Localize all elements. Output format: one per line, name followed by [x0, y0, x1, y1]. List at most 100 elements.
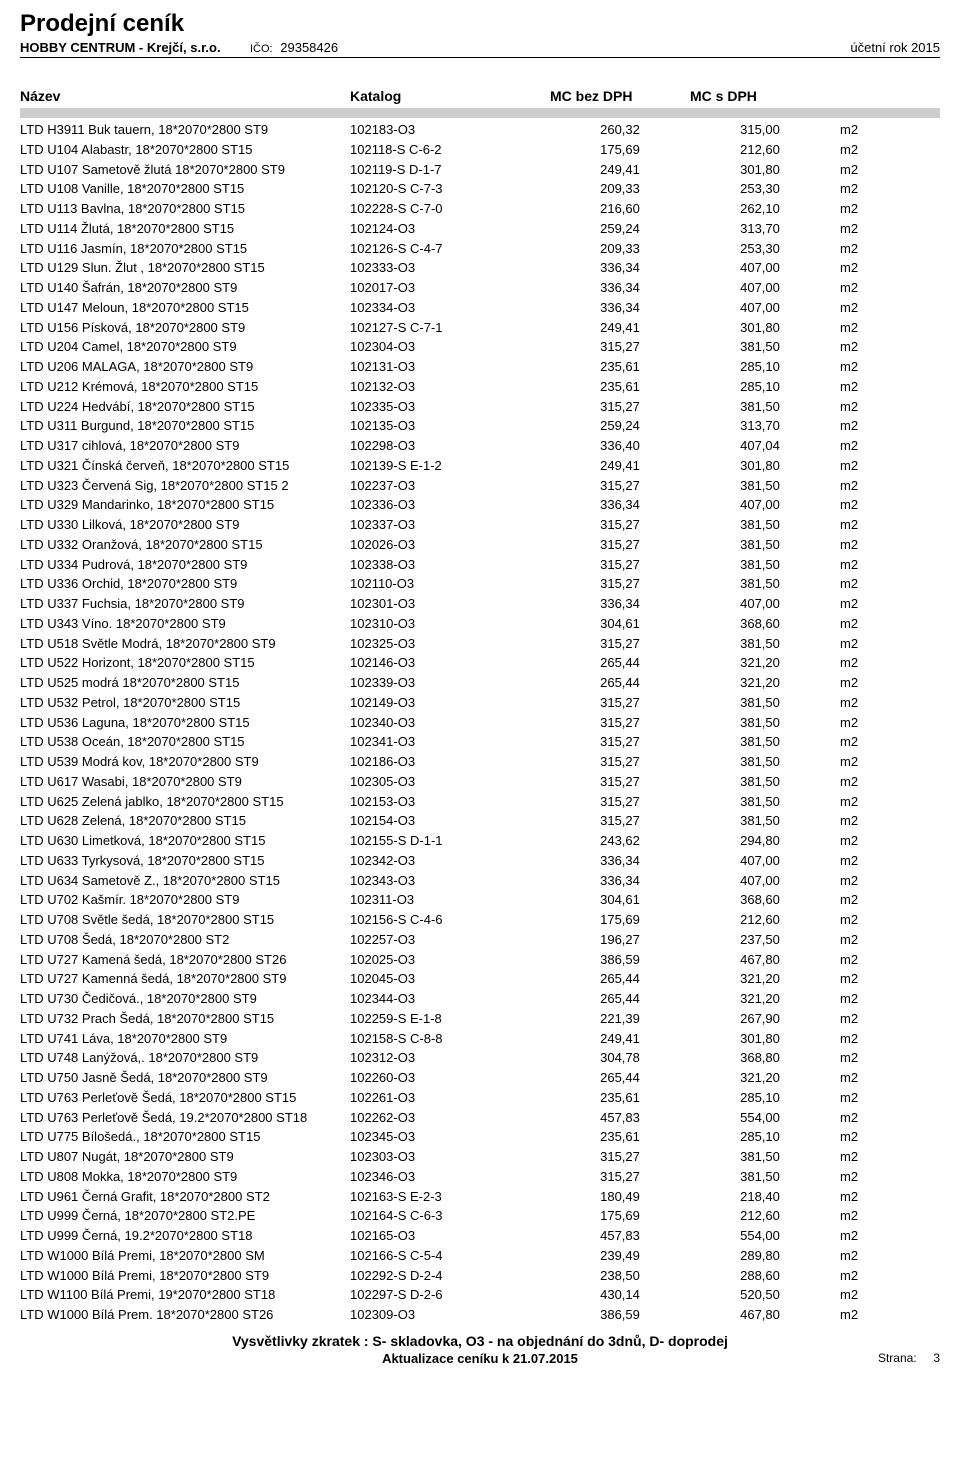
cell-catalog: 102025-O3 [350, 950, 550, 970]
cell-mc-s: 285,10 [690, 377, 830, 397]
cell-unit: m2 [830, 416, 940, 436]
cell-catalog: 102311-O3 [350, 890, 550, 910]
cell-mc-s: 407,00 [690, 278, 830, 298]
table-row: LTD H3911 Buk tauern, 18*2070*2800 ST910… [20, 120, 940, 140]
cell-unit: m2 [830, 160, 940, 180]
cell-mc-s: 381,50 [690, 713, 830, 733]
cell-catalog: 102165-O3 [350, 1226, 550, 1246]
cell-catalog: 102163-S E-2-3 [350, 1187, 550, 1207]
cell-mc-bez: 175,69 [550, 140, 690, 160]
table-row: LTD U775 Bílošedá., 18*2070*2800 ST15102… [20, 1127, 940, 1147]
table-row: LTD U116 Jasmín, 18*2070*2800 ST15102126… [20, 239, 940, 259]
cell-catalog: 102304-O3 [350, 337, 550, 357]
cell-name: LTD U538 Oceán, 18*2070*2800 ST15 [20, 732, 350, 752]
cell-catalog: 102153-O3 [350, 792, 550, 812]
cell-mc-bez: 315,27 [550, 693, 690, 713]
cell-mc-bez: 457,83 [550, 1226, 690, 1246]
cell-catalog: 102228-S C-7-0 [350, 199, 550, 219]
cell-mc-s: 381,50 [690, 732, 830, 752]
cell-mc-bez: 336,34 [550, 871, 690, 891]
cell-mc-bez: 315,27 [550, 792, 690, 812]
cell-name: LTD U741 Láva, 18*2070*2800 ST9 [20, 1029, 350, 1049]
table-row: LTD U732 Prach Šedá, 18*2070*2800 ST1510… [20, 1009, 940, 1029]
cell-name: LTD W1100 Bílá Premi, 19*2070*2800 ST18 [20, 1285, 350, 1305]
cell-name: LTD U630 Limetková, 18*2070*2800 ST15 [20, 831, 350, 851]
cell-mc-s: 237,50 [690, 930, 830, 950]
table-row: LTD U329 Mandarinko, 18*2070*2800 ST1510… [20, 495, 940, 515]
cell-mc-bez: 235,61 [550, 357, 690, 377]
cell-unit: m2 [830, 495, 940, 515]
cell-catalog: 102325-O3 [350, 634, 550, 654]
cell-catalog: 102045-O3 [350, 969, 550, 989]
cell-name: LTD U204 Camel, 18*2070*2800 ST9 [20, 337, 350, 357]
cell-mc-bez: 315,27 [550, 811, 690, 831]
cell-unit: m2 [830, 930, 940, 950]
col-catalog: Katalog [350, 88, 550, 104]
cell-unit: m2 [830, 772, 940, 792]
cell-name: LTD U727 Kamenná šedá, 18*2070*2800 ST9 [20, 969, 350, 989]
cell-mc-bez: 315,27 [550, 772, 690, 792]
cell-name: LTD U730 Čedičová., 18*2070*2800 ST9 [20, 989, 350, 1009]
cell-catalog: 102309-O3 [350, 1305, 550, 1325]
cell-mc-bez: 259,24 [550, 219, 690, 239]
table-row: LTD U625 Zelená jablko, 18*2070*2800 ST1… [20, 792, 940, 812]
cell-catalog: 102166-S C-5-4 [350, 1246, 550, 1266]
table-row: LTD U633 Tyrkysová, 18*2070*2800 ST15102… [20, 851, 940, 871]
cell-mc-s: 381,50 [690, 397, 830, 417]
cell-catalog: 102334-O3 [350, 298, 550, 318]
cell-mc-bez: 235,61 [550, 377, 690, 397]
cell-unit: m2 [830, 140, 940, 160]
cell-unit: m2 [830, 811, 940, 831]
cell-name: LTD U708 Šedá, 18*2070*2800 ST2 [20, 930, 350, 950]
cell-name: LTD U332 Oranžová, 18*2070*2800 ST15 [20, 535, 350, 555]
table-row: LTD U147 Meloun, 18*2070*2800 ST15102334… [20, 298, 940, 318]
cell-catalog: 102336-O3 [350, 495, 550, 515]
table-row: LTD U343 Víno. 18*2070*2800 ST9102310-O3… [20, 614, 940, 634]
cell-mc-s: 301,80 [690, 456, 830, 476]
cell-catalog: 102186-O3 [350, 752, 550, 772]
cell-mc-bez: 336,34 [550, 495, 690, 515]
cell-catalog: 102158-S C-8-8 [350, 1029, 550, 1049]
table-row: LTD U140 Šafrán, 18*2070*2800 ST9102017-… [20, 278, 940, 298]
cell-catalog: 102292-S D-2-4 [350, 1266, 550, 1286]
table-row: LTD W1000 Bílá Premi, 18*2070*2800 ST910… [20, 1266, 940, 1286]
cell-mc-s: 285,10 [690, 357, 830, 377]
cell-name: LTD U113 Bavlna, 18*2070*2800 ST15 [20, 199, 350, 219]
cell-name: LTD U539 Modrá kov, 18*2070*2800 ST9 [20, 752, 350, 772]
table-row: LTD U212 Krémová, 18*2070*2800 ST1510213… [20, 377, 940, 397]
cell-name: LTD U224 Hedvábí, 18*2070*2800 ST15 [20, 397, 350, 417]
cell-unit: m2 [830, 989, 940, 1009]
table-row: LTD U518 Světle Modrá, 18*2070*2800 ST91… [20, 634, 940, 654]
cell-mc-bez: 315,27 [550, 397, 690, 417]
table-row: LTD U336 Orchid, 18*2070*2800 ST9102110-… [20, 574, 940, 594]
cell-name: LTD U518 Světle Modrá, 18*2070*2800 ST9 [20, 634, 350, 654]
cell-catalog: 102312-O3 [350, 1048, 550, 1068]
cell-mc-s: 381,50 [690, 811, 830, 831]
cell-unit: m2 [830, 634, 940, 654]
table-row: LTD U337 Fuchsia, 18*2070*2800 ST9102301… [20, 594, 940, 614]
cell-mc-s: 381,50 [690, 1167, 830, 1187]
cell-mc-bez: 260,32 [550, 120, 690, 140]
cell-mc-s: 212,60 [690, 910, 830, 930]
cell-catalog: 102149-O3 [350, 693, 550, 713]
cell-unit: m2 [830, 377, 940, 397]
column-headers: Název Katalog MC bez DPH MC s DPH [20, 88, 940, 118]
cell-mc-s: 381,50 [690, 1147, 830, 1167]
cell-catalog: 102335-O3 [350, 397, 550, 417]
cell-catalog: 102342-O3 [350, 851, 550, 871]
cell-catalog: 102343-O3 [350, 871, 550, 891]
cell-unit: m2 [830, 199, 940, 219]
cell-mc-bez: 216,60 [550, 199, 690, 219]
table-row: LTD U204 Camel, 18*2070*2800 ST9102304-O… [20, 337, 940, 357]
cell-name: LTD U311 Burgund, 18*2070*2800 ST15 [20, 416, 350, 436]
cell-unit: m2 [830, 535, 940, 555]
cell-unit: m2 [830, 278, 940, 298]
table-row: LTD U525 modrá 18*2070*2800 ST15102339-O… [20, 673, 940, 693]
update-footer: Aktualizace ceníku k 21.07.2015 Strana: … [20, 1351, 940, 1366]
table-row: LTD U536 Laguna, 18*2070*2800 ST15102340… [20, 713, 940, 733]
cell-unit: m2 [830, 1127, 940, 1147]
cell-catalog: 102260-O3 [350, 1068, 550, 1088]
cell-name: LTD U625 Zelená jablko, 18*2070*2800 ST1… [20, 792, 350, 812]
cell-unit: m2 [830, 337, 940, 357]
table-row: LTD U808 Mokka, 18*2070*2800 ST9102346-O… [20, 1167, 940, 1187]
